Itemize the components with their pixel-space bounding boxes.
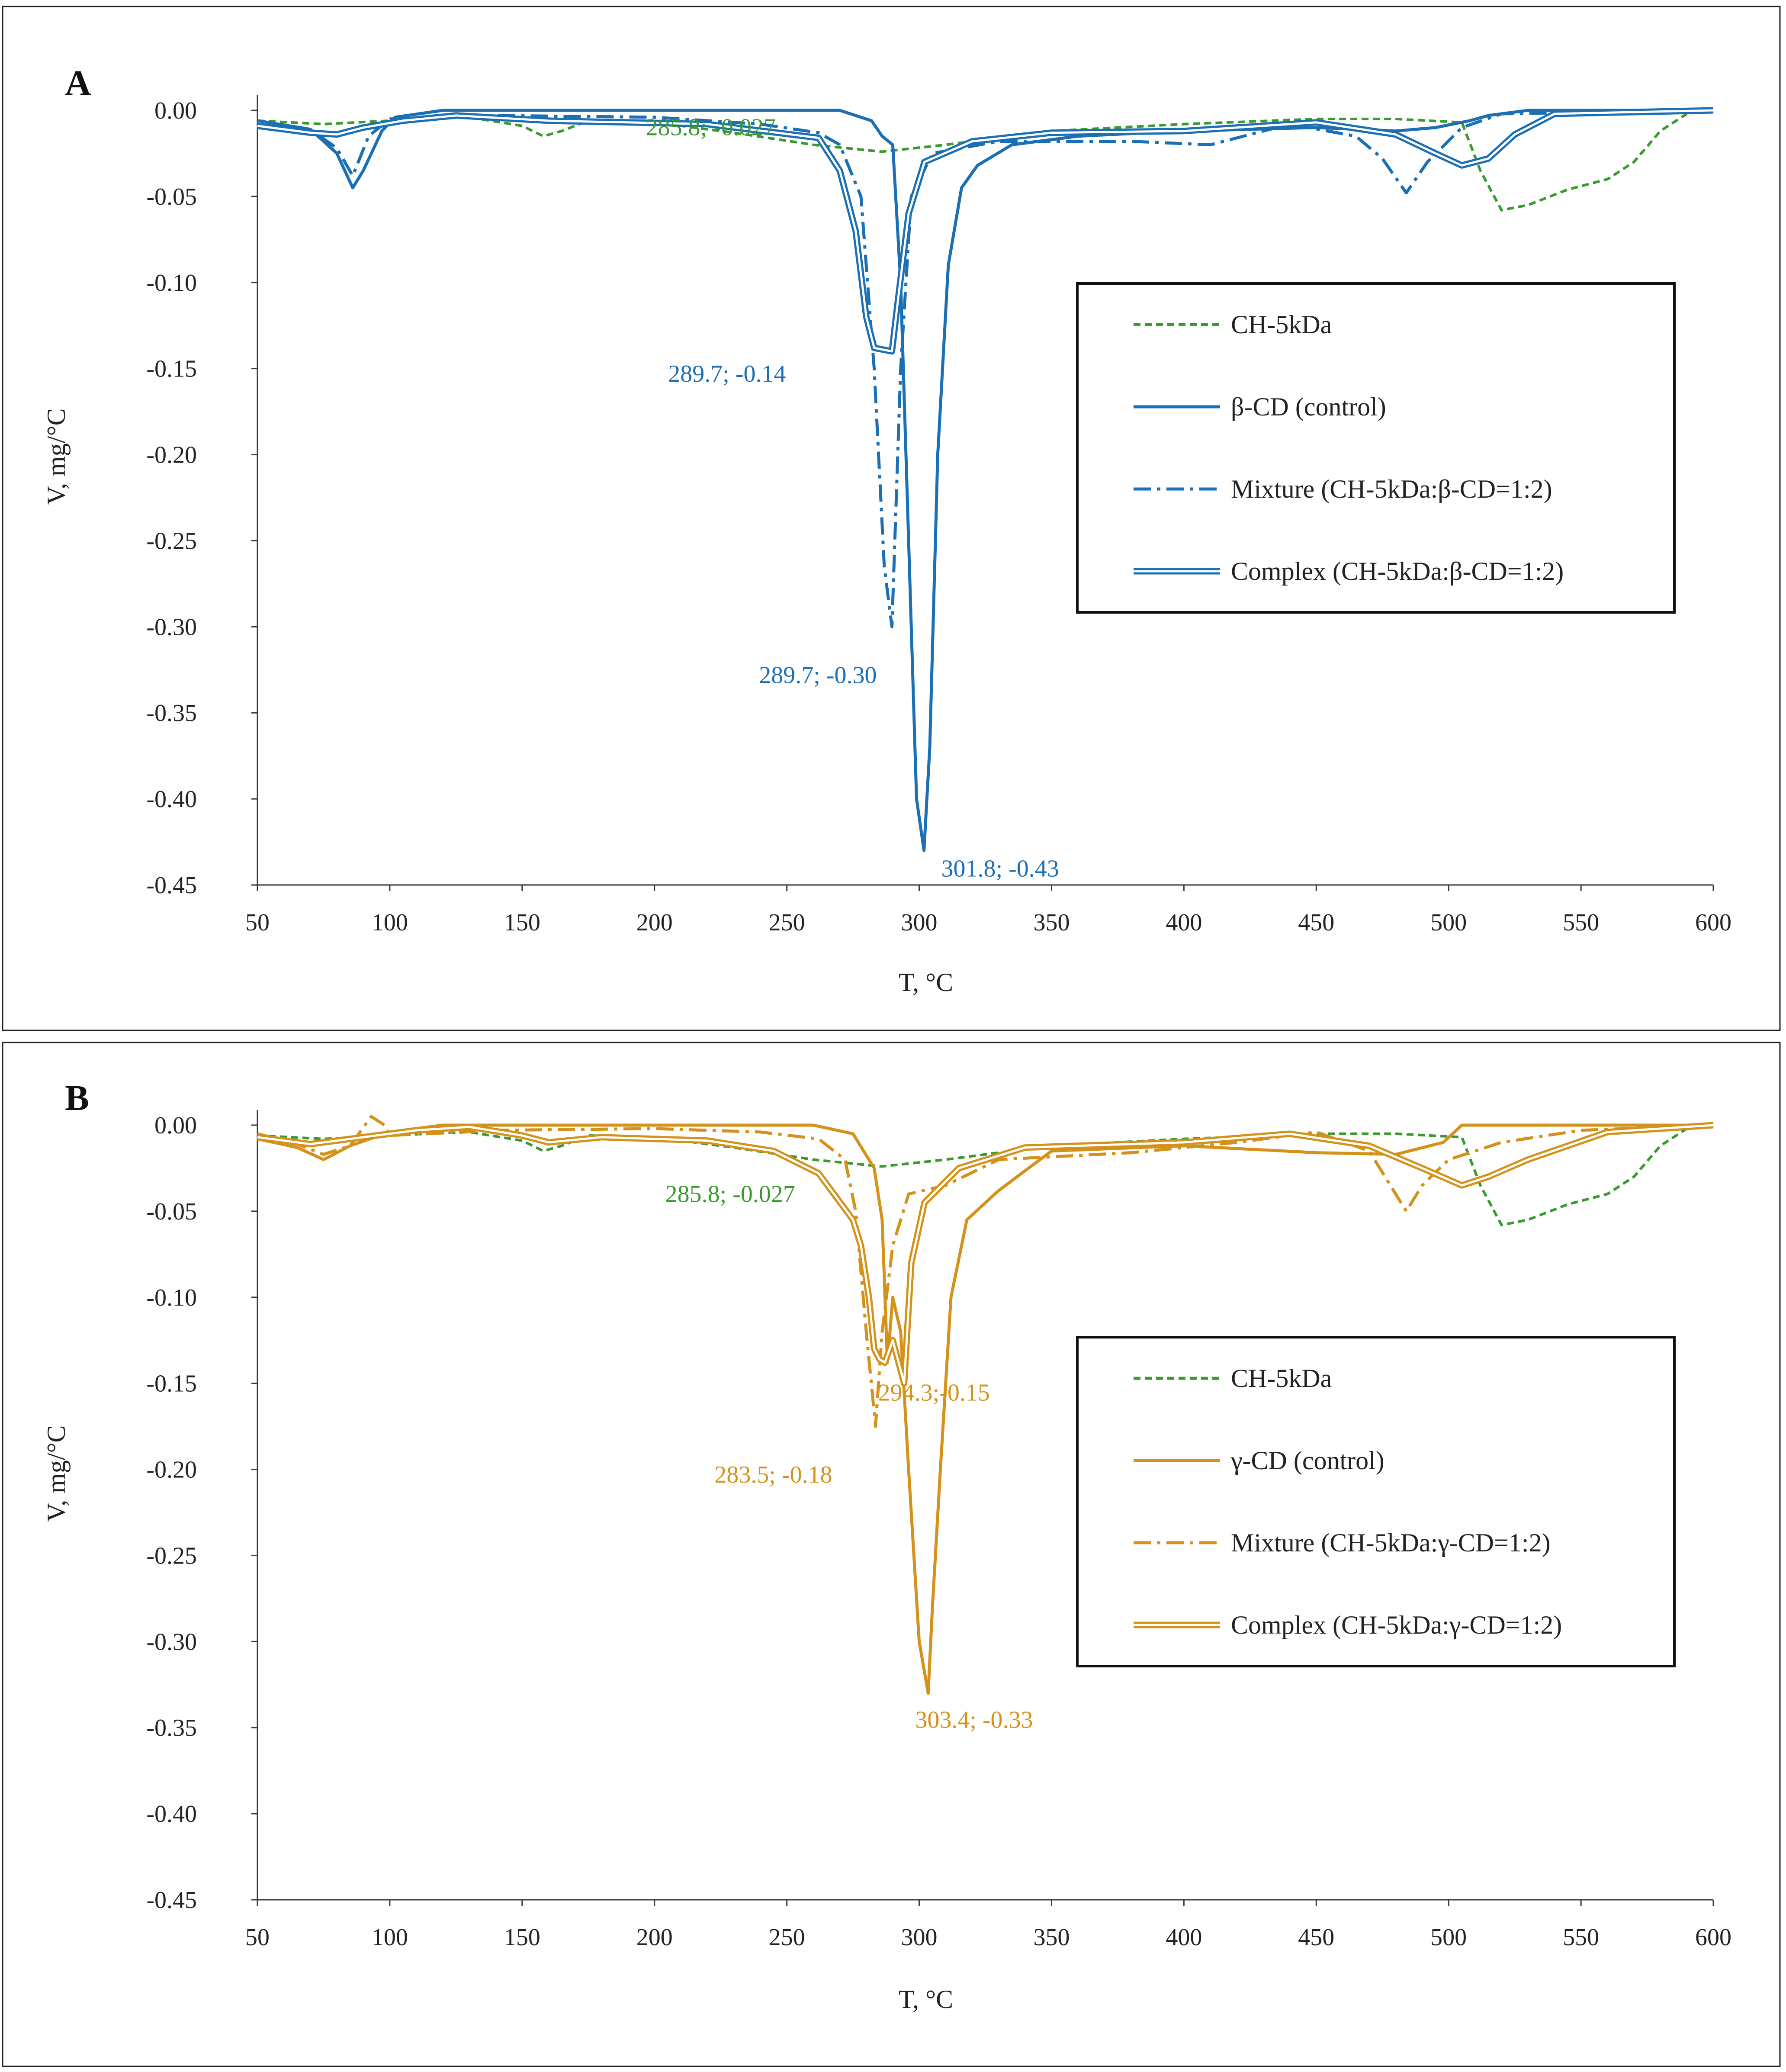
panel-a-label: A — [65, 63, 91, 103]
panel-b-legend-label: γ-CD (control) — [1230, 1446, 1384, 1475]
panel-a-legend-box — [1076, 282, 1676, 614]
panel-a-y-tick-label: -0.10 — [146, 270, 197, 296]
panel-b-x-tick-label: 400 — [1166, 1924, 1202, 1951]
panel-b-x-tick-label: 50 — [245, 1924, 270, 1951]
panel-a-x-tick-label: 450 — [1298, 909, 1334, 936]
panel-b-x-tick-label: 200 — [636, 1924, 673, 1951]
panel-b-annotations: 285.8; -0.027 294.3;-0.15 283.5; -0.18 303.… — [665, 1181, 1033, 1733]
panel-a-series-complex-ch-5kda-cd-1-2-inner — [257, 109, 1714, 353]
panel-a-legend-label: Mixture (CH-5kDa:β-CD=1:2) — [1231, 475, 1552, 503]
panel-b-x-tick-label: 600 — [1695, 1924, 1731, 1951]
panel-b-y-tick-label: 0.00 — [154, 1112, 197, 1139]
panel-a-x-tick-label: 50 — [245, 909, 270, 936]
panel-a-x-tick-label: 400 — [1166, 909, 1202, 936]
panel-a-peak-annotation: 289.7; -0.14 — [668, 360, 786, 387]
panel-b-y-tick-label: -0.15 — [146, 1371, 197, 1397]
panel-b-x-tick-label: 350 — [1033, 1924, 1070, 1951]
panel-b-series-complex-ch-5kda-cd-1-2 — [257, 1122, 1714, 1387]
panel-a-axes: 0.00 -0.05 -0.10 -0.15 -0.20 -0.25 -0.30 -0.35 -… — [146, 95, 1731, 936]
panel-a-y-tick-label: -0.35 — [146, 700, 197, 727]
panel-a-legend-label: β-CD (control) — [1231, 393, 1386, 421]
panel-b-legend-label: Complex (CH-5kDa:γ-CD=1:2) — [1231, 1611, 1562, 1639]
panel-b-x-tick-label: 100 — [372, 1924, 408, 1951]
panel-a-x-tick-label: 250 — [769, 909, 805, 936]
panel-b-y-tick-label: -0.45 — [146, 1887, 197, 1914]
panel-a-peak-annotation: 285.8; -0.027 — [646, 114, 776, 141]
panel-a-x-tick-label: 300 — [901, 909, 938, 936]
panel-a-x-tick-label: 600 — [1695, 909, 1731, 936]
panel-b-y-tick-label: -0.35 — [146, 1715, 197, 1741]
panel-b-peak-annotation: 294.3;-0.15 — [878, 1380, 990, 1406]
panel-b-x-tick-label: 150 — [504, 1924, 540, 1951]
panel-b: B 0.00 -0.05 -0.10 -0.15 -0.20 -0.25 -0.30 -0.3… — [2, 1042, 1781, 2067]
panel-a-y-tick-label: -0.30 — [146, 614, 197, 640]
panel-a-series — [257, 107, 1714, 852]
panel-b-x-tick-label: 500 — [1430, 1924, 1467, 1951]
panel-b-y-tick-label: -0.25 — [146, 1542, 197, 1569]
panel-b-y-tick-label: -0.40 — [146, 1801, 197, 1827]
panel-a-annotations: 285.8; -0.027 289.7; -0.14 289.7; -0.30 301… — [646, 114, 1059, 882]
panel-a-x-tick-label: 500 — [1430, 909, 1467, 936]
panel-a-y-tick-label: -0.40 — [146, 786, 197, 813]
panel-b-x-tick-label: 250 — [769, 1924, 805, 1951]
panel-b-y-tick-label: -0.05 — [146, 1198, 197, 1225]
panel-a-peak-annotation: 301.8; -0.43 — [941, 855, 1059, 882]
panel-b-x-tick-label: 450 — [1298, 1924, 1334, 1951]
panel-b-series — [257, 1115, 1714, 1695]
panel-a: A 0.00 -0.05 -0.10 -0.15 -0.20 -0.25 -0.30 -0.3… — [2, 6, 1781, 1031]
panel-a-x-tick-label: 200 — [636, 909, 673, 936]
panel-b-x-tick-label: 300 — [901, 1924, 938, 1951]
panel-a-y-tick-label: -0.20 — [146, 442, 197, 469]
panel-a-x-tick-label: 100 — [372, 909, 408, 936]
panel-a-legend-label: Complex (CH-5kDa:β-CD=1:2) — [1231, 557, 1564, 586]
panel-a-series-complex-ch-5kda-cd-1-2 — [257, 107, 1714, 355]
panel-a-x-tick-label: 550 — [1563, 909, 1599, 936]
panel-a-y-tick-label: 0.00 — [154, 97, 197, 124]
panel-b-peak-annotation: 283.5; -0.18 — [714, 1461, 832, 1488]
panel-b-peak-annotation: 285.8; -0.027 — [665, 1181, 795, 1207]
panel-a-legend-label: CH-5kDa — [1231, 310, 1332, 339]
panel-b-x-tick-label: 550 — [1563, 1924, 1599, 1951]
panel-a-x-tick-label: 150 — [504, 909, 540, 936]
panel-a-legend: CH-5kDa β-CD (control) Mixture (CH-5kDa:β-… — [1076, 282, 1676, 614]
panel-b-y-tick-label: -0.20 — [146, 1457, 197, 1483]
panel-a-xlabel: T, °C — [899, 968, 953, 997]
panel-b-legend-label: Mixture (CH-5kDa:γ-CD=1:2) — [1231, 1528, 1551, 1557]
panel-b-y-tick-label: -0.30 — [146, 1628, 197, 1655]
panel-b-series-complex-ch-5kda-cd-1-2-inner — [257, 1124, 1714, 1385]
panel-b-series-mixture-ch-5kda-cd-1-2 — [257, 1115, 1714, 1428]
panel-b-ylabel: V, mg/°C — [42, 1425, 71, 1522]
panel-b-legend-label: CH-5kDa — [1231, 1364, 1332, 1393]
panel-b-legend: CH-5kDa γ-CD (control) Mixture (CH-5kDa:γ-… — [1076, 1336, 1676, 1667]
panel-a-ylabel: V, mg/°C — [42, 409, 71, 505]
panel-b-y-tick-label: -0.10 — [146, 1284, 197, 1311]
panel-b-peak-annotation: 303.4; -0.33 — [915, 1707, 1033, 1734]
panel-a-peak-annotation: 289.7; -0.30 — [759, 662, 877, 689]
panel-b-legend-box — [1076, 1336, 1676, 1667]
panel-b-axes: 0.00 -0.05 -0.10 -0.15 -0.20 -0.25 -0.30 -0.35 -… — [146, 1110, 1731, 1951]
panel-a-y-tick-label: -0.25 — [146, 528, 197, 554]
panel-a-y-tick-label: -0.45 — [146, 872, 197, 899]
panel-a-y-tick-label: -0.05 — [146, 183, 197, 210]
panel-b-label: B — [65, 1078, 89, 1118]
panel-a-y-tick-label: -0.15 — [146, 356, 197, 383]
panel-b-xlabel: T, °C — [899, 1985, 953, 2014]
panel-a-x-tick-label: 350 — [1033, 909, 1070, 936]
